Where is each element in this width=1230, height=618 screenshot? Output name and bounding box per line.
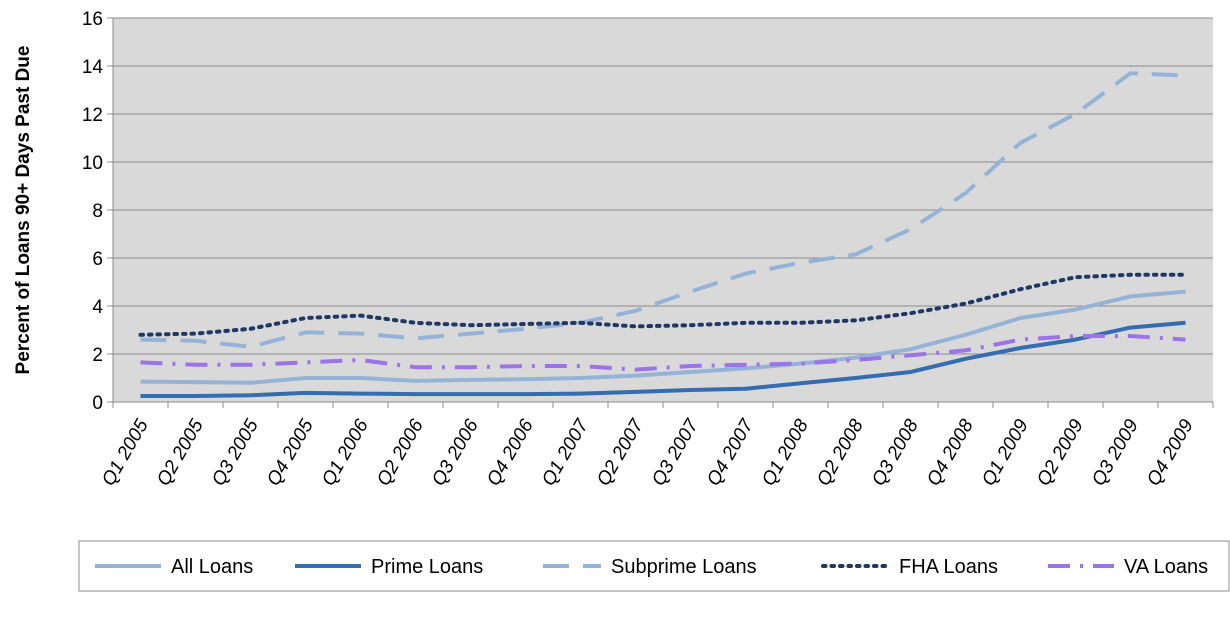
y-tick-label: 6 xyxy=(92,249,103,270)
y-axis-label: Percent of Loans 90+ Days Past Due xyxy=(13,46,34,375)
x-tick-label: Q2 2008 xyxy=(813,416,868,490)
series-line-prime-loans xyxy=(140,320,1186,398)
y-tick-labels: 0 2 4 6 8 10 12 14 16 xyxy=(82,9,104,414)
x-tick-label: Q2 2005 xyxy=(153,416,208,490)
y-tick-label: 14 xyxy=(82,57,104,78)
x-tick-label: Q1 2005 xyxy=(98,416,153,490)
axes xyxy=(107,17,1214,408)
legend-label: All Loans xyxy=(171,556,253,578)
y-tick-label: 2 xyxy=(92,345,103,366)
legend: All Loans Prime Loans Subprime Loans FHA Lo… xyxy=(95,556,1208,578)
y-tick-label: 16 xyxy=(82,9,103,30)
legend-box xyxy=(78,540,1230,592)
series-lines xyxy=(138,71,1188,398)
x-tick-label: Q4 2009 xyxy=(1143,416,1198,490)
x-tick-label: Q1 2006 xyxy=(318,416,373,490)
gridlines xyxy=(113,17,1213,355)
x-tick-label: Q1 2007 xyxy=(538,415,593,490)
x-tick-label: Q2 2009 xyxy=(1033,416,1088,490)
x-tick-label: Q3 2006 xyxy=(428,416,483,490)
y-tick-label: 0 xyxy=(92,393,103,414)
x-tick-label: Q3 2005 xyxy=(208,416,263,490)
y-tick-label: 4 xyxy=(92,297,103,318)
y-tick-label: 12 xyxy=(82,105,103,126)
x-tick-label: Q4 2007 xyxy=(703,415,758,490)
series-line-subprime-loans xyxy=(140,71,1186,349)
legend-label: FHA Loans xyxy=(899,556,998,578)
y-tick-label: 10 xyxy=(82,153,103,174)
x-tick-labels: Q1 2005 Q2 2005 Q3 2005 Q4 2005 Q1 2006 Q2 20… xyxy=(98,415,1198,490)
series-line-fha-loans xyxy=(138,272,1188,337)
series-line-all-loans xyxy=(140,289,1186,385)
y-tick-label: 8 xyxy=(92,201,103,222)
legend-label: Prime Loans xyxy=(371,556,483,578)
x-tick-label: Q3 2008 xyxy=(868,416,923,490)
series-line-va-loans xyxy=(140,334,1186,372)
x-tick-label: Q4 2005 xyxy=(263,416,318,490)
x-tick-label: Q1 2009 xyxy=(978,416,1033,490)
x-tick-label: Q4 2006 xyxy=(483,416,538,490)
x-tick-label: Q2 2006 xyxy=(373,416,428,490)
x-tick-label: Q3 2009 xyxy=(1088,416,1143,490)
x-tick-label: Q4 2008 xyxy=(923,416,978,490)
x-tick-label: Q1 2008 xyxy=(758,416,813,490)
legend-label: Subprime Loans xyxy=(611,556,757,578)
x-tick-label: Q3 2007 xyxy=(648,415,703,490)
legend-label: VA Loans xyxy=(1124,556,1208,578)
x-tick-label: Q2 2007 xyxy=(593,415,648,490)
